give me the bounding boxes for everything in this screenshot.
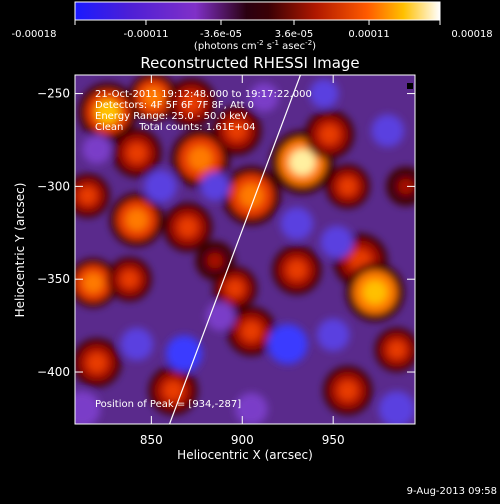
colorbar-tick-label: -0.00011 bbox=[123, 29, 168, 40]
colorbar-tick-label: 0.00011 bbox=[348, 29, 389, 40]
annotation-detectors: Detectors: 4F 5F 6F 7F 8F, Att 0 bbox=[95, 100, 254, 111]
colorbar-tick-label: -0.00018 bbox=[12, 29, 57, 40]
heatmap-blob-negative bbox=[320, 225, 354, 259]
annotation-block: 21-Oct-2011 19:12:48.000 to 19:17:22.000… bbox=[95, 89, 312, 410]
heatmap-blob-core bbox=[319, 124, 340, 145]
heatmap-blob-core bbox=[226, 120, 247, 141]
y-tick-label: −350 bbox=[37, 272, 70, 286]
y-axis-label: Heliocentric Y (arcsec) bbox=[13, 183, 27, 318]
heatmap-blob-negative bbox=[267, 324, 308, 365]
heatmap-blobs bbox=[75, 75, 415, 424]
heatmap-blob-core bbox=[387, 340, 406, 359]
chart-title: Reconstructed RHESSI Image bbox=[140, 54, 359, 72]
colorbar-gradient bbox=[74, 1, 441, 21]
heatmap-blob-core bbox=[241, 321, 262, 342]
heatmap-blob-negative bbox=[120, 327, 154, 361]
heatmap-blob-core bbox=[177, 217, 198, 238]
heatmap-blob-core bbox=[163, 380, 184, 401]
heatmap-blob-core bbox=[207, 252, 223, 269]
heatmap-blob-core bbox=[126, 142, 147, 163]
colorbar-ticks bbox=[74, 20, 441, 25]
heatmap-blob-core bbox=[188, 146, 213, 171]
heatmap-blob-core bbox=[78, 186, 97, 205]
heatmap-blob-negative bbox=[378, 390, 415, 424]
peak-marker-icon bbox=[407, 83, 413, 89]
solar-limb-line bbox=[168, 75, 302, 424]
heatmap-blob-core bbox=[397, 178, 414, 195]
annotation-clean-counts: Clean Total counts: 1.61E+04 bbox=[95, 122, 255, 133]
heatmap-blob-core bbox=[181, 92, 202, 113]
x-axis: 850 900 950 bbox=[140, 75, 345, 447]
heatmap-blob-core bbox=[226, 279, 244, 298]
x-tick-label: 950 bbox=[322, 433, 345, 447]
heatmap-blob-negative bbox=[165, 335, 203, 372]
heatmap-blob-negative bbox=[316, 318, 350, 352]
heatmap-blob-core bbox=[143, 87, 164, 108]
annotation-time-range: 21-Oct-2011 19:12:48.000 to 19:17:22.000 bbox=[95, 89, 312, 100]
heatmap-blob-negative bbox=[280, 207, 314, 240]
colorbar-tick-labels: -0.00018 -0.00011 -3.6e-05 3.6e-05 0.00011 0.… bbox=[12, 29, 493, 40]
heatmap-blob-negative bbox=[235, 392, 268, 424]
y-tick-label: −400 bbox=[37, 365, 70, 379]
y-axis: −250 −300 −350 −400 bbox=[37, 87, 415, 379]
heatmap-blob-core bbox=[286, 259, 307, 280]
colorbar: -0.00018 -0.00011 -3.6e-05 3.6e-05 0.00011 0.… bbox=[12, 1, 493, 52]
heatmap-blob-core bbox=[338, 177, 357, 196]
heatmap-blob-negative bbox=[144, 170, 177, 203]
plot-frame bbox=[74, 74, 416, 425]
heatmap-blob-core bbox=[289, 149, 316, 176]
heatmap-blob-core bbox=[239, 183, 264, 208]
heatmap-blob-core bbox=[125, 208, 148, 231]
heatmap-blob-core bbox=[120, 270, 139, 289]
heatmap-blob-negative bbox=[75, 390, 101, 424]
colorbar-tick-label: 3.6e-05 bbox=[275, 29, 313, 40]
colorbar-unit-label: (photons cm-2 s-1 asec-2) bbox=[194, 39, 316, 52]
colorbar-tick-label: 0.00018 bbox=[451, 29, 492, 40]
heatmap-blob-negative bbox=[200, 171, 230, 201]
heatmap-blob-core bbox=[86, 352, 107, 373]
heatmap-blob-negative bbox=[82, 134, 112, 164]
footer-timestamp: 9-Aug-2013 09:58 bbox=[407, 486, 497, 497]
x-tick-label: 850 bbox=[140, 433, 163, 447]
heatmap-blob-core bbox=[363, 280, 387, 305]
heatmap-blob-negative bbox=[249, 82, 279, 112]
y-tick-label: −300 bbox=[37, 179, 70, 193]
annotation-energy-range: Energy Range: 25.0 - 50.0 keV bbox=[95, 111, 248, 122]
plot-area bbox=[75, 75, 415, 424]
heatmap-blob-core bbox=[95, 100, 120, 125]
y-tick-label: −250 bbox=[37, 87, 70, 101]
colorbar-tick-label: -3.6e-05 bbox=[200, 29, 242, 40]
heatmap-blob-core bbox=[83, 272, 104, 293]
annotation-peak-position: Position of Peak = [934,-287] bbox=[95, 399, 241, 410]
x-axis-label: Heliocentric X (arcsec) bbox=[177, 448, 313, 462]
heatmap-blob-negative bbox=[309, 79, 339, 109]
x-tick-label: 900 bbox=[231, 433, 254, 447]
heatmap-blob-negative bbox=[371, 114, 405, 148]
heatmap-blob-core bbox=[337, 380, 358, 401]
